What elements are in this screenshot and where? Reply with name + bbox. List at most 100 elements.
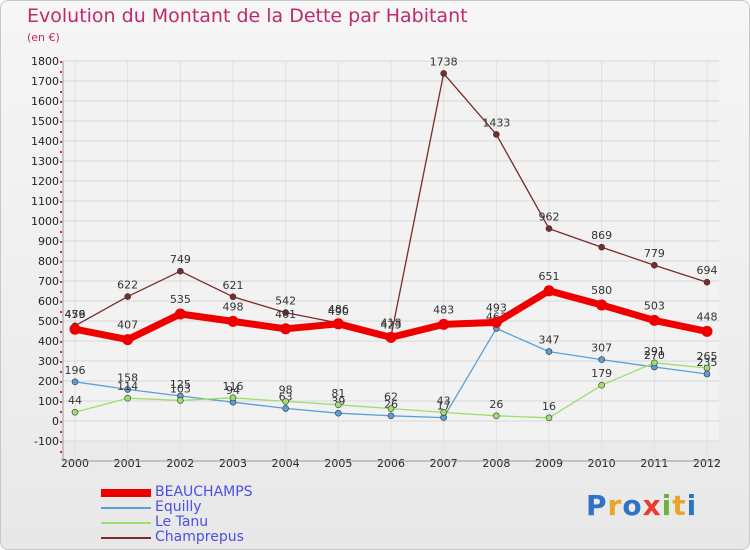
- y-tick-label: 400: [38, 335, 59, 348]
- y-tick-label: -100: [34, 435, 59, 448]
- data-point: [545, 348, 553, 355]
- data-point: [651, 359, 658, 367]
- data-point: [440, 409, 447, 416]
- x-tick-label: 2002: [166, 457, 194, 470]
- data-label: 1738: [430, 55, 458, 68]
- data-label: 94: [226, 384, 240, 397]
- data-point: [385, 331, 397, 343]
- logo-letter: t: [672, 489, 687, 522]
- legend-label: Champrepus: [155, 529, 244, 545]
- data-point: [651, 261, 658, 269]
- y-tick-label: 1600: [31, 95, 59, 108]
- data-label: 423: [381, 318, 402, 331]
- data-point: [335, 409, 342, 417]
- chart-title: Evolution du Montant de la Dette par Hab…: [27, 5, 468, 27]
- data-label: 1433: [482, 116, 510, 129]
- data-label: 307: [591, 342, 612, 355]
- x-tick-label: 2000: [61, 457, 89, 470]
- data-label: 542: [275, 295, 296, 308]
- data-label: 498: [223, 300, 244, 313]
- data-point: [543, 285, 555, 297]
- data-label: 103: [170, 382, 191, 395]
- data-point: [124, 386, 131, 393]
- data-label: 63: [279, 390, 293, 403]
- logo-letter: x: [642, 489, 662, 522]
- data-point: [493, 412, 500, 420]
- data-label: 448: [697, 310, 718, 323]
- legend-label: Le Tanu: [155, 514, 209, 530]
- data-point: [282, 405, 289, 412]
- data-label: 580: [591, 284, 612, 297]
- y-tick-label: 300: [38, 355, 59, 368]
- data-point: [174, 308, 186, 320]
- data-label: 196: [65, 364, 86, 377]
- y-tick-label: 1400: [31, 135, 59, 148]
- data-point: [493, 131, 500, 138]
- data-point: [387, 405, 395, 412]
- data-point: [124, 293, 131, 300]
- y-tick-label: 1800: [31, 55, 59, 68]
- legend-swatch: [101, 506, 151, 509]
- data-label: 779: [644, 247, 665, 260]
- data-label: 621: [223, 279, 244, 292]
- proxiti-logo: Proxiti: [586, 489, 697, 522]
- y-tick-label: 500: [38, 315, 59, 328]
- x-tick-label: 2012: [693, 457, 721, 470]
- data-label: 418: [381, 316, 402, 329]
- data-label: 476: [65, 308, 86, 321]
- x-tick-label: 2007: [430, 457, 458, 470]
- chart-subtitle: (en €): [27, 31, 60, 44]
- data-point: [280, 323, 292, 335]
- data-label: 270: [644, 349, 665, 362]
- data-point: [438, 318, 450, 330]
- data-label: 486: [328, 303, 349, 316]
- data-label: 265: [697, 350, 718, 363]
- data-label: 81: [331, 387, 345, 400]
- y-tick-label: 1300: [31, 155, 59, 168]
- data-point: [335, 401, 342, 409]
- data-point: [71, 408, 79, 416]
- data-label: 461: [275, 308, 296, 321]
- data-point: [703, 370, 711, 378]
- x-tick-label: 2004: [272, 457, 300, 470]
- data-point: [598, 356, 605, 363]
- data-point: [703, 278, 711, 286]
- data-label: 483: [433, 303, 454, 316]
- data-label: 125: [170, 378, 191, 391]
- data-label: 749: [170, 253, 191, 266]
- data-point: [229, 394, 237, 402]
- data-label: 62: [384, 391, 398, 404]
- x-tick-label: 2008: [482, 457, 510, 470]
- data-label: 869: [591, 229, 612, 242]
- y-tick-label: 1500: [31, 115, 59, 128]
- data-label: 43: [437, 394, 451, 407]
- data-point: [703, 364, 711, 372]
- data-label: 26: [489, 398, 503, 411]
- data-label: 44: [68, 394, 82, 407]
- logo-letter: i: [661, 489, 673, 522]
- data-point: [124, 394, 131, 402]
- data-label: 535: [170, 293, 191, 306]
- legend-swatch: [101, 536, 151, 539]
- y-tick-label: 600: [38, 295, 59, 308]
- x-tick-label: 2010: [588, 457, 616, 470]
- data-label: 235: [697, 356, 718, 369]
- data-label: 26: [384, 398, 398, 411]
- legend-swatch: [101, 488, 151, 497]
- x-tick-label: 2006: [377, 457, 405, 470]
- data-point: [648, 314, 660, 326]
- data-label: 503: [644, 299, 665, 312]
- data-point: [122, 334, 134, 346]
- data-label: 622: [117, 279, 138, 292]
- x-tick-label: 2005: [324, 457, 352, 470]
- data-point: [282, 398, 289, 405]
- y-tick-label: 1200: [31, 175, 59, 188]
- data-point: [598, 243, 605, 251]
- y-tick-label: 700: [38, 275, 59, 288]
- data-label: 493: [486, 301, 507, 314]
- data-label: 98: [279, 383, 293, 396]
- data-label: 962: [539, 211, 560, 224]
- data-point: [545, 414, 553, 422]
- data-label: 16: [542, 400, 556, 413]
- data-label: 158: [117, 371, 138, 384]
